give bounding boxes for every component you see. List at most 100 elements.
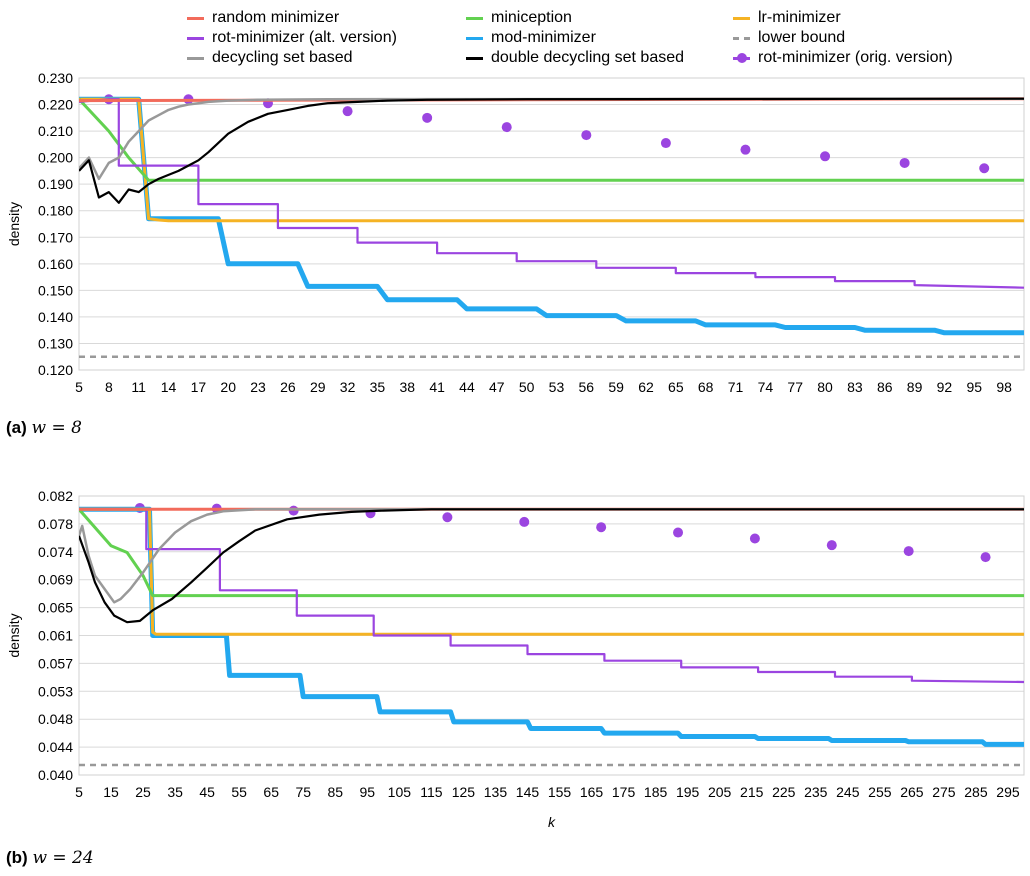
y-tick-label: 0.190: [38, 176, 73, 192]
series-group: [79, 502, 1024, 767]
x-tick-label: 15: [103, 784, 119, 800]
legend-item: rot-minimizer (orig. version): [733, 48, 953, 68]
x-tick-label: 285: [964, 784, 988, 800]
x-tick-label: 32: [340, 379, 356, 395]
caption-b-label: (b): [6, 848, 28, 867]
series-point-rot-minimizer-orig-version: [903, 546, 914, 557]
y-tick-label: 0.120: [38, 362, 73, 378]
x-tick-label: 92: [937, 379, 953, 395]
x-tick-label: 53: [549, 379, 565, 395]
x-tick-label: 55: [231, 784, 247, 800]
x-tick-label: 95: [360, 784, 376, 800]
legend-label: double decycling set based: [491, 49, 685, 66]
legend-item: random minimizer: [187, 8, 339, 28]
x-tick-label: 65: [263, 784, 279, 800]
legend-item: mod-minimizer: [466, 28, 596, 48]
x-tick-label: 295: [996, 784, 1020, 800]
x-tick-label: 225: [772, 784, 796, 800]
legend-swatch: [466, 56, 483, 60]
legend-swatch: [187, 56, 204, 60]
x-tick-label: 77: [787, 379, 803, 395]
x-tick-label: 71: [728, 379, 744, 395]
series-line-lr-minimizer: [79, 97, 1024, 223]
y-tick-label: 0.061: [38, 628, 73, 644]
x-tick-label: 235: [804, 784, 828, 800]
x-tick-label: 41: [429, 379, 445, 395]
x-tick-label: 5: [75, 379, 83, 395]
series-point-rot-minimizer-orig-version: [740, 144, 751, 155]
series-point-rot-minimizer-orig-version: [342, 106, 353, 117]
x-tick-label: 62: [638, 379, 654, 395]
x-tick-label: 135: [484, 784, 508, 800]
series-point-rot-minimizer-orig-version: [673, 527, 684, 538]
series-line-mod-minimizer: [79, 506, 1024, 747]
x-tick-label: 185: [644, 784, 668, 800]
series-point-rot-minimizer-orig-version: [899, 157, 910, 168]
x-tick-label: 125: [452, 784, 476, 800]
legend-swatch: [466, 16, 483, 20]
series-point-rot-minimizer-orig-version: [519, 516, 530, 527]
x-tick-label: 59: [608, 379, 624, 395]
caption-b: (b) w = 24: [6, 848, 94, 868]
y-tick-label: 0.130: [38, 335, 73, 351]
y-tick-label: 0.150: [38, 282, 73, 298]
x-tick-label: 155: [548, 784, 572, 800]
series-point-rot-minimizer-orig-version: [980, 552, 991, 563]
y-tick-label: 0.170: [38, 229, 73, 245]
x-tick-label: 245: [836, 784, 860, 800]
x-tick-label: 195: [676, 784, 700, 800]
y-tick-label: 0.040: [38, 767, 73, 783]
legend-swatch: [187, 16, 204, 20]
series-point-rot-minimizer-orig-version: [501, 122, 512, 133]
series-point-rot-minimizer-orig-version: [660, 138, 671, 149]
series-line-mod-minimizer: [79, 96, 1024, 336]
y-tick-label: 0.057: [38, 655, 73, 671]
x-tick-label: 65: [668, 379, 684, 395]
x-tick-label: 215: [740, 784, 764, 800]
x-axis-label: k: [548, 409, 556, 410]
x-tick-label: 68: [698, 379, 714, 395]
series-line-decycling-set-based: [79, 97, 1024, 181]
y-tick-label: 0.053: [38, 683, 73, 699]
y-tick-label: 0.210: [38, 123, 73, 139]
x-tick-label: 86: [877, 379, 893, 395]
legend-swatch: [733, 36, 750, 40]
x-tick-label: 35: [167, 784, 183, 800]
legend-swatch: [733, 52, 750, 63]
legend-item: lr-minimizer: [733, 8, 841, 28]
x-tick-label: 115: [420, 784, 443, 800]
series-point-rot-minimizer-orig-version: [820, 151, 831, 162]
legend-swatch: [466, 36, 483, 40]
y-tick-label: 0.074: [38, 544, 73, 560]
series-point-rot-minimizer-orig-version: [979, 163, 990, 174]
x-tick-label: 165: [580, 784, 604, 800]
legend-label: decycling set based: [212, 49, 353, 66]
y-tick-label: 0.230: [38, 70, 73, 86]
series-line-miniception: [79, 98, 1024, 182]
y-axis-label: density: [6, 202, 22, 246]
series-point-rot-minimizer-orig-version: [442, 512, 453, 523]
series-line-decycling-set-based: [79, 508, 1024, 604]
series-point-rot-minimizer-orig-version: [596, 522, 607, 533]
series-point-rot-minimizer-orig-version: [826, 540, 837, 551]
legend-item: rot-minimizer (alt. version): [187, 28, 397, 48]
x-tick-label: 8: [105, 379, 113, 395]
legend-item: miniception: [466, 8, 572, 28]
x-tick-label: 23: [250, 379, 266, 395]
x-tick-label: 50: [519, 379, 535, 395]
legend-swatch: [733, 16, 750, 20]
x-tick-label: 29: [310, 379, 326, 395]
series-line-miniception: [79, 508, 1024, 598]
plot-area: [78, 77, 1025, 371]
x-tick-label: 275: [932, 784, 956, 800]
legend-item: decycling set based: [187, 48, 353, 68]
chart-legend: random minimizer miniception lr-minimizer r…: [0, 0, 1030, 70]
x-tick-label: 11: [131, 379, 146, 395]
y-tick-label: 0.140: [38, 309, 73, 325]
x-tick-label: 26: [280, 379, 296, 395]
x-tick-label: 105: [388, 784, 412, 800]
legend-label: rot-minimizer (alt. version): [212, 29, 397, 46]
x-tick-label: 205: [708, 784, 732, 800]
y-tick-label: 0.200: [38, 150, 73, 166]
legend-label: miniception: [491, 9, 572, 26]
